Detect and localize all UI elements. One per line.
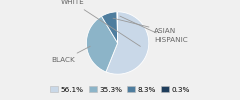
Text: BLACK: BLACK (52, 46, 90, 63)
Wedge shape (106, 12, 149, 74)
Wedge shape (117, 12, 118, 43)
Text: HISPANIC: HISPANIC (120, 16, 188, 43)
Legend: 56.1%, 35.3%, 8.3%, 0.3%: 56.1%, 35.3%, 8.3%, 0.3% (47, 83, 193, 95)
Text: ASIAN: ASIAN (113, 18, 177, 34)
Wedge shape (86, 16, 118, 72)
Text: WHITE: WHITE (61, 0, 140, 46)
Wedge shape (102, 12, 118, 43)
